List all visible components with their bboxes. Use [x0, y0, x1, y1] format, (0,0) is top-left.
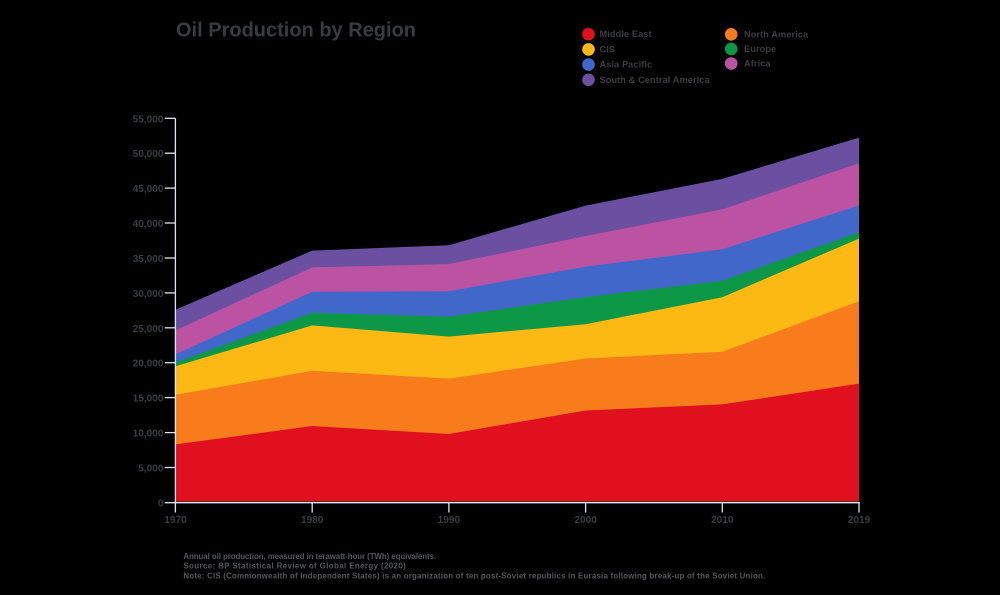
- svg-text:2000: 2000: [574, 515, 597, 526]
- svg-text:45,000: 45,000: [133, 184, 164, 195]
- svg-text:Oil Production by Region: Oil Production by Region: [176, 20, 416, 42]
- svg-text:35,000: 35,000: [133, 254, 164, 265]
- svg-text:1980: 1980: [301, 515, 324, 526]
- svg-text:2019: 2019: [848, 515, 871, 526]
- svg-text:Annual oil production, measure: Annual oil production, measured in teraw…: [183, 552, 436, 561]
- svg-text:1990: 1990: [438, 515, 461, 526]
- svg-text:2010: 2010: [711, 515, 734, 526]
- svg-text:50,000: 50,000: [133, 149, 164, 160]
- svg-text:South & Central America: South & Central America: [600, 75, 711, 85]
- svg-text:55,000: 55,000: [133, 114, 164, 125]
- svg-text:15,000: 15,000: [133, 394, 164, 405]
- svg-text:Source: BP Statistical Review: Source: BP Statistical Review of Global …: [183, 562, 406, 571]
- svg-text:North America: North America: [744, 29, 809, 39]
- svg-text:CIS: CIS: [600, 44, 616, 54]
- svg-text:20,000: 20,000: [133, 359, 164, 370]
- svg-text:5,000: 5,000: [138, 464, 164, 475]
- svg-text:Europe: Europe: [744, 44, 776, 54]
- svg-text:Africa: Africa: [744, 59, 771, 69]
- svg-text:Asia Pacific: Asia Pacific: [600, 60, 653, 70]
- svg-text:10,000: 10,000: [133, 429, 164, 440]
- svg-text:25,000: 25,000: [133, 324, 164, 335]
- svg-text:30,000: 30,000: [133, 289, 164, 300]
- svg-text:40,000: 40,000: [133, 219, 164, 230]
- svg-text:1970: 1970: [164, 515, 187, 526]
- svg-text:Note: CIS (Commonwealth of Ind: Note: CIS (Commonwealth of Independent S…: [183, 571, 765, 580]
- svg-text:Middle East: Middle East: [600, 29, 652, 39]
- svg-text:0: 0: [158, 498, 164, 509]
